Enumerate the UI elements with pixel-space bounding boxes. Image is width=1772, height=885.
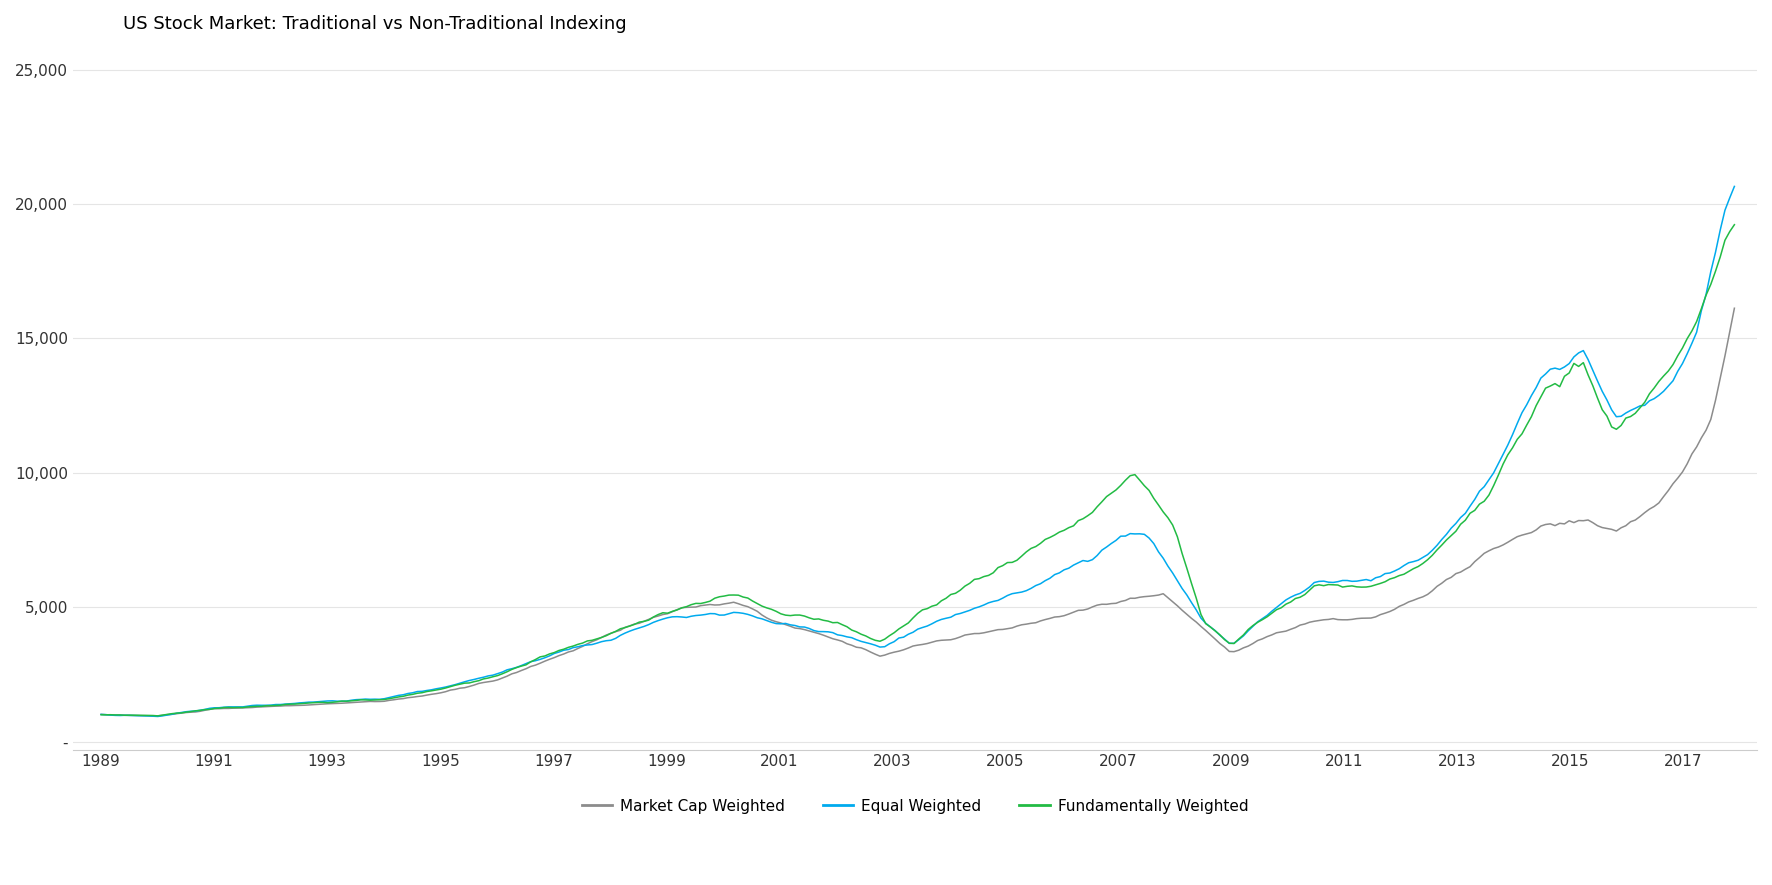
Fundamentally Weighted: [147, 711, 168, 721]
Equal Weighted: [1233, 630, 1255, 641]
Equal Weighted: [1724, 181, 1745, 192]
Market Cap Weighted: [774, 620, 796, 630]
Fundamentally Weighted: [1294, 589, 1315, 600]
Fundamentally Weighted: [1724, 219, 1745, 230]
Fundamentally Weighted: [1233, 629, 1255, 640]
Market Cap Weighted: [1294, 619, 1315, 629]
Text: US Stock Market: Traditional vs Non-Traditional Indexing: US Stock Market: Traditional vs Non-Trad…: [124, 15, 627, 33]
Market Cap Weighted: [147, 711, 168, 721]
Equal Weighted: [558, 644, 579, 655]
Market Cap Weighted: [558, 647, 579, 658]
Fundamentally Weighted: [944, 588, 966, 598]
Equal Weighted: [1294, 585, 1315, 596]
Legend: Market Cap Weighted, Equal Weighted, Fundamentally Weighted: Market Cap Weighted, Equal Weighted, Fun…: [576, 792, 1255, 820]
Fundamentally Weighted: [1545, 378, 1566, 389]
Equal Weighted: [774, 618, 796, 628]
Market Cap Weighted: [90, 709, 112, 720]
Equal Weighted: [147, 712, 168, 722]
Line: Equal Weighted: Equal Weighted: [101, 187, 1735, 717]
Market Cap Weighted: [1233, 643, 1255, 653]
Equal Weighted: [1545, 363, 1566, 373]
Fundamentally Weighted: [90, 710, 112, 720]
Market Cap Weighted: [1545, 520, 1566, 531]
Line: Market Cap Weighted: Market Cap Weighted: [101, 308, 1735, 716]
Market Cap Weighted: [1724, 303, 1745, 313]
Market Cap Weighted: [944, 634, 966, 644]
Line: Fundamentally Weighted: Fundamentally Weighted: [101, 225, 1735, 716]
Equal Weighted: [944, 609, 966, 620]
Fundamentally Weighted: [558, 642, 579, 652]
Equal Weighted: [90, 709, 112, 720]
Fundamentally Weighted: [774, 610, 796, 620]
